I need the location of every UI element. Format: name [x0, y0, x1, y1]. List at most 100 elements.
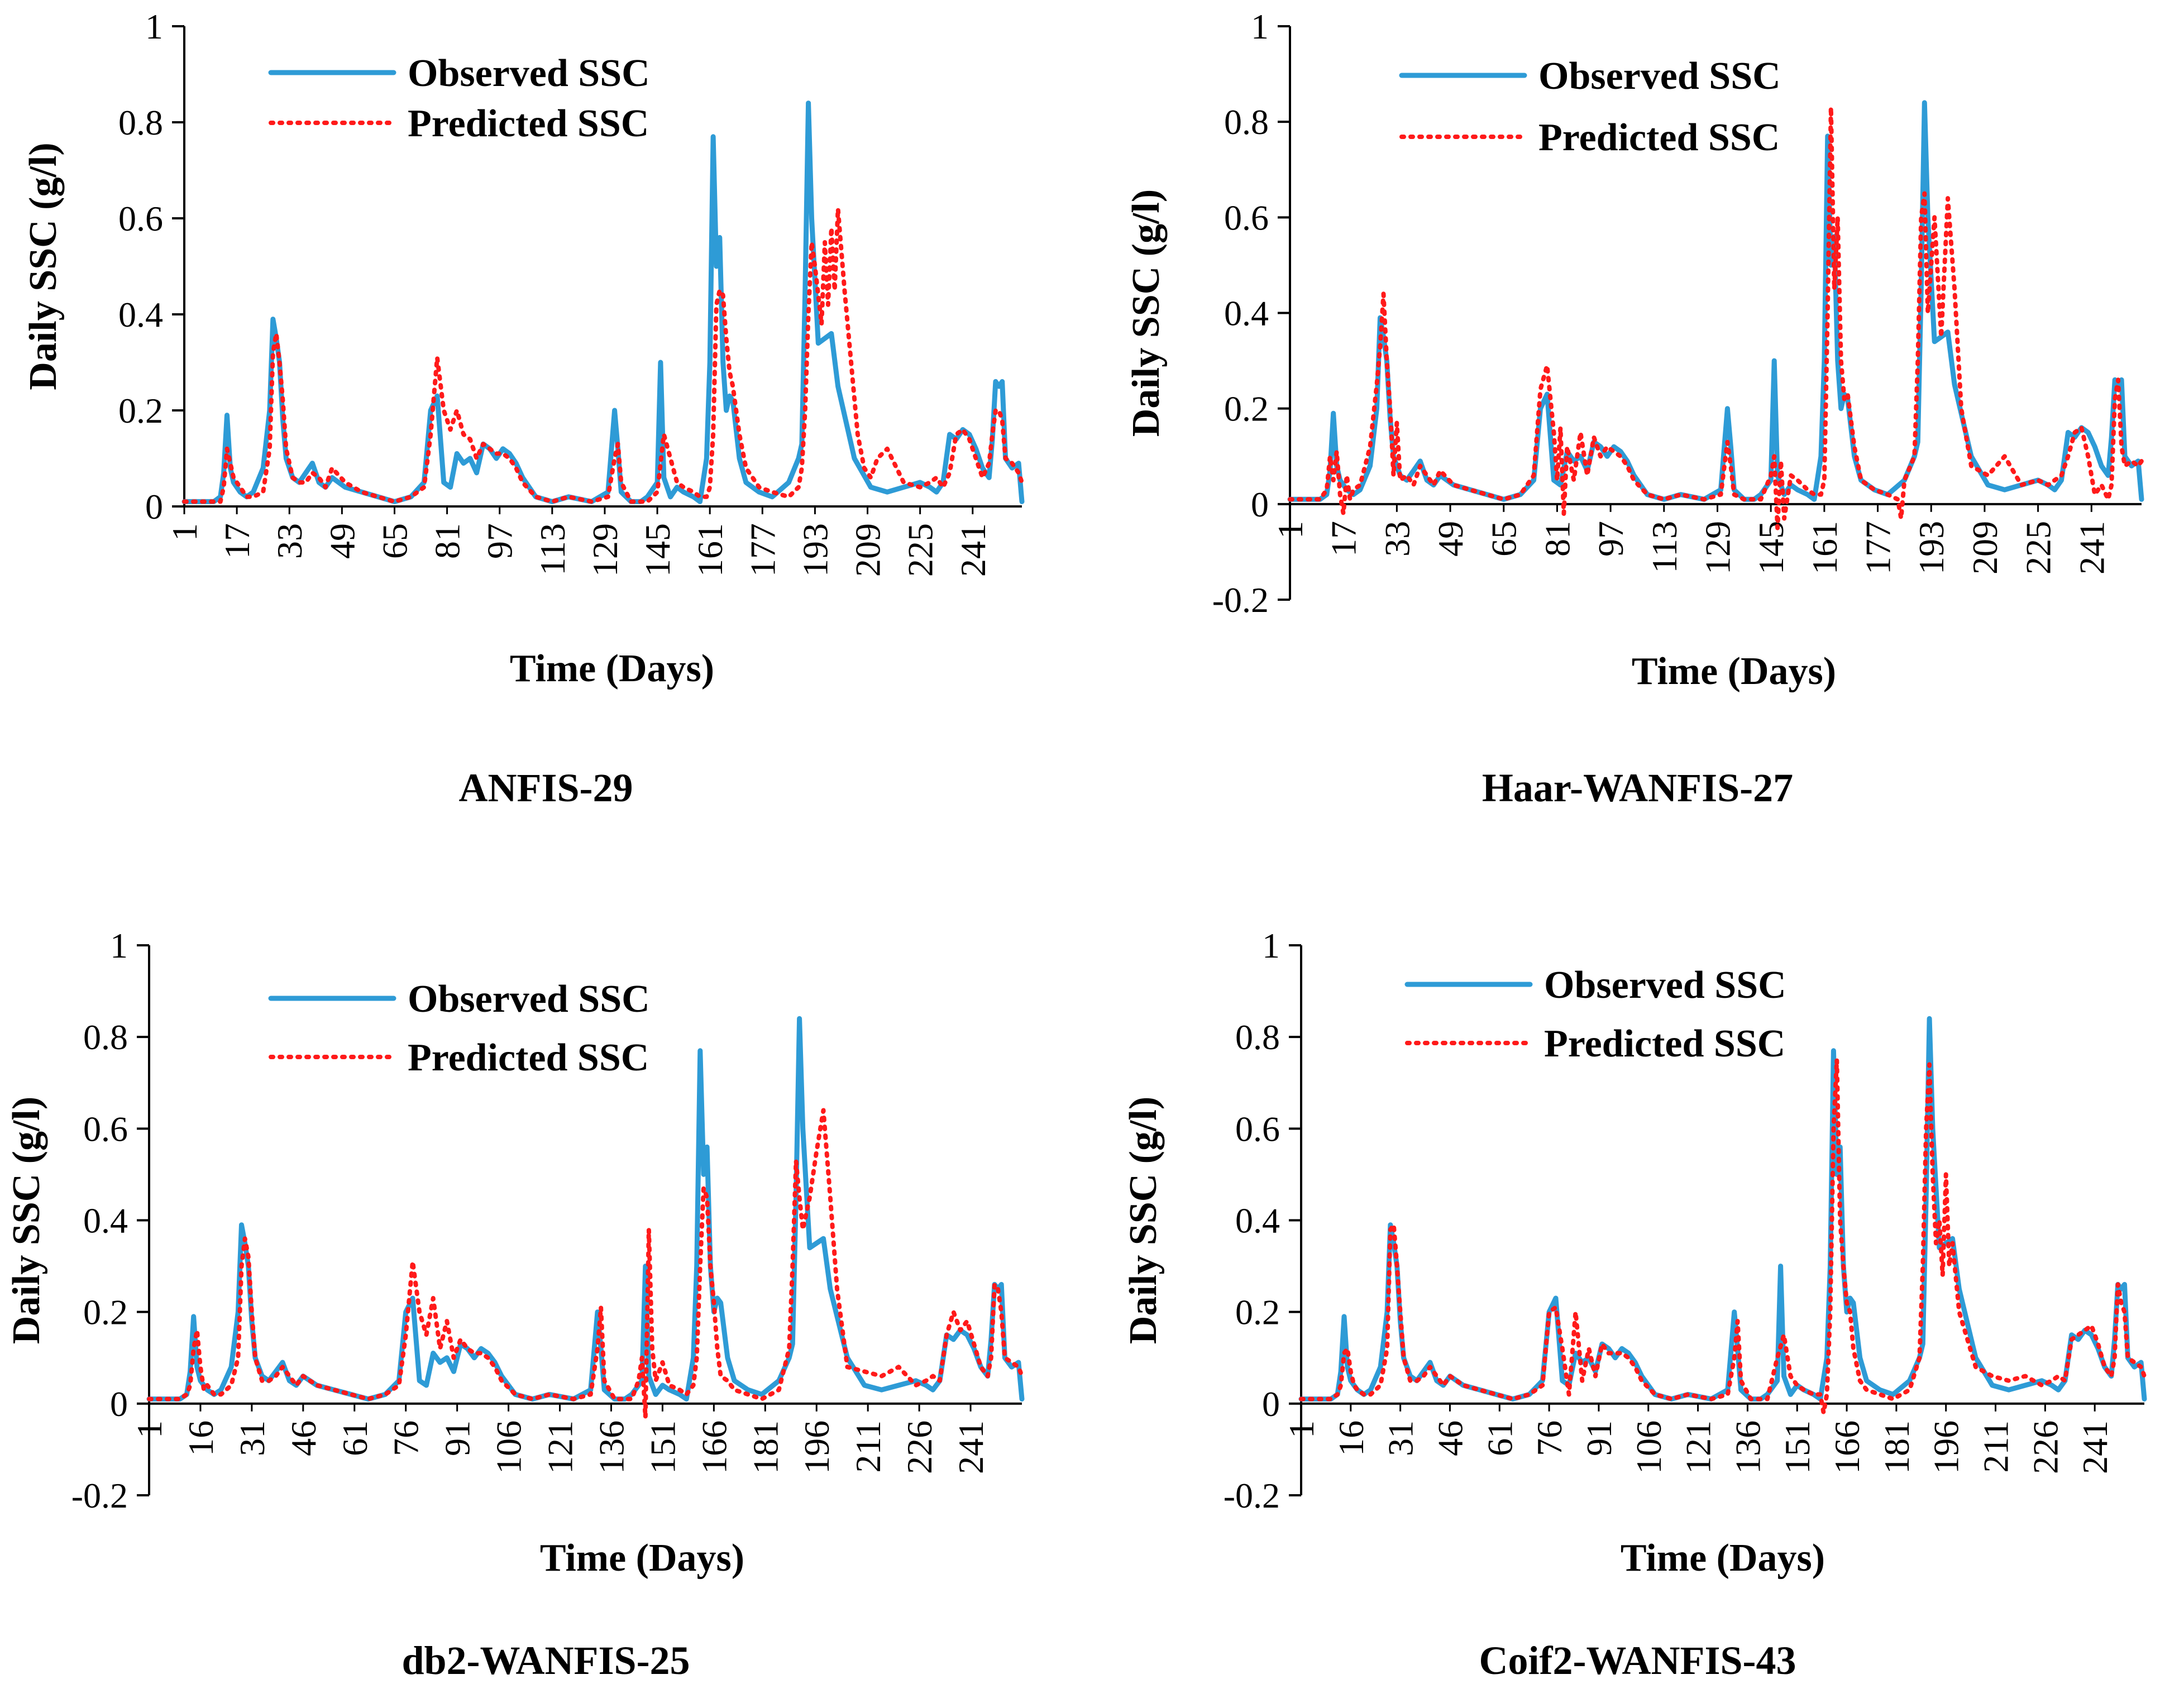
x-tick-label: 226	[900, 1420, 939, 1474]
x-tick-label: 181	[1877, 1420, 1917, 1474]
legend-label-observed: Observed SSC	[408, 978, 650, 1021]
x-tick-label: 49	[322, 523, 362, 559]
x-tick-label: 151	[1777, 1420, 1817, 1474]
x-tick-label: 1	[1282, 1420, 1321, 1438]
y-axis-title: Daily SSC (g/l)	[5, 1097, 48, 1344]
y-tick-label: 0.6	[1235, 1109, 1280, 1149]
x-tick-label: 65	[1484, 521, 1524, 557]
legend-label-observed: Observed SSC	[408, 52, 650, 95]
x-tick-label: 97	[480, 523, 520, 559]
x-tick-label: 193	[1911, 521, 1951, 575]
predicted-ssc-line	[147, 1108, 1024, 1420]
x-tick-label: 177	[1858, 521, 1898, 575]
y-tick-label: 0.4	[83, 1201, 128, 1241]
x-tick-label: 46	[1430, 1420, 1470, 1456]
y-tick-label: 1	[145, 7, 163, 46]
x-tick-label: 16	[1331, 1420, 1371, 1456]
x-tick-label: 121	[541, 1420, 580, 1474]
x-tick-label: 193	[795, 523, 835, 577]
chart-caption: db2-WANFIS-25	[402, 1638, 690, 1683]
x-tick-label: 241	[2072, 521, 2111, 575]
x-tick-label: 145	[1751, 521, 1791, 575]
x-tick-label: 113	[533, 523, 572, 576]
x-tick-label: 241	[2075, 1420, 2115, 1474]
y-tick-label: 0.8	[1224, 102, 1269, 142]
x-tick-label: 129	[1698, 521, 1737, 575]
x-tick-label: 225	[901, 523, 940, 577]
x-tick-label: 241	[953, 523, 993, 577]
y-tick-label: 0.2	[1235, 1293, 1280, 1332]
x-tick-label: 81	[428, 523, 467, 559]
x-tick-label: 46	[284, 1420, 323, 1456]
x-axis-title: Time (Days)	[540, 1537, 744, 1580]
chart-caption: ANFIS-29	[458, 766, 633, 810]
x-tick-label: 177	[743, 523, 782, 577]
legend-label-observed: Observed SSC	[1538, 55, 1781, 98]
x-tick-label: 31	[232, 1420, 272, 1456]
predicted-ssc-line	[1299, 1058, 2147, 1415]
x-tick-label: 17	[1324, 521, 1364, 557]
predicted-ssc-line	[182, 206, 1024, 504]
x-tick-label: 49	[1431, 521, 1470, 557]
x-tick-label: 161	[1805, 521, 1844, 575]
chart-panel-coif2-wanfis: -0.2 0 0.2 0.4 0.6 0.8 1 1 16 31 46 61 76 91 106 121 136…	[1092, 839, 2183, 1683]
x-tick-label: 196	[1927, 1420, 1966, 1474]
y-tick-label: 0.4	[1235, 1201, 1280, 1241]
y-axis-title: Daily SSC (g/l)	[1125, 189, 1168, 437]
x-tick-label: 211	[1976, 1420, 2016, 1473]
x-tick-label: 61	[1480, 1420, 1519, 1456]
x-axis-title: Time (Days)	[1621, 1537, 1825, 1580]
y-tick-label: 0.6	[83, 1109, 128, 1149]
y-tick-label: -0.2	[1224, 1476, 1280, 1515]
x-tick-label: 145	[638, 523, 677, 577]
x-tick-label: 91	[1579, 1420, 1619, 1456]
y-tick-label: -0.2	[1212, 580, 1269, 620]
x-tick-label: 81	[1537, 521, 1577, 557]
y-tick-label: 0.2	[118, 391, 163, 430]
y-axis-title: Daily SSC (g/l)	[1122, 1097, 1165, 1344]
y-tick-label: 0.4	[118, 295, 163, 334]
legend-label-predicted: Predicted SSC	[1544, 1022, 1785, 1065]
x-tick-label: 129	[585, 523, 625, 577]
x-tick-label: 16	[181, 1420, 221, 1456]
x-tick-label: 106	[1629, 1420, 1669, 1474]
x-tick-label: 226	[2025, 1420, 2065, 1474]
y-tick-label: 0.2	[1224, 389, 1269, 429]
y-tick-label: 0	[110, 1384, 128, 1424]
y-tick-label: 1	[1251, 7, 1269, 46]
x-tick-label: 33	[270, 523, 309, 559]
observed-ssc-line	[181, 101, 1025, 504]
x-tick-label: 211	[848, 1420, 888, 1473]
y-tick-label: -0.2	[71, 1476, 128, 1515]
chart-svg: 0 0.2 0.4 0.6 0.8 1 1 17 33 49 65 81 97 113 129 145 161 1…	[22, 7, 1025, 690]
x-axis-title: Time (Days)	[1632, 650, 1836, 693]
x-tick-label: 91	[438, 1420, 477, 1456]
y-tick-label: 0.8	[83, 1017, 128, 1057]
x-tick-label: 121	[1679, 1420, 1718, 1474]
x-tick-label: 31	[1381, 1420, 1421, 1456]
x-tick-label: 151	[643, 1420, 682, 1474]
y-tick-label: 0.6	[118, 199, 163, 238]
x-tick-label: 1	[165, 523, 204, 541]
x-tick-label: 113	[1645, 521, 1684, 573]
x-tick-label: 1	[130, 1420, 169, 1438]
observed-ssc-line	[1287, 100, 2144, 502]
y-tick-label: 0	[145, 487, 163, 527]
x-tick-label: 1	[1270, 521, 1310, 539]
y-tick-label: 0.6	[1224, 198, 1269, 237]
x-tick-label: 209	[848, 523, 888, 577]
x-tick-label: 65	[375, 523, 414, 559]
x-tick-label: 97	[1591, 521, 1631, 557]
y-tick-label: 1	[1262, 926, 1280, 965]
x-tick-label: 136	[1728, 1420, 1767, 1474]
legend-label-observed: Observed SSC	[1544, 964, 1786, 1007]
y-tick-label: 1	[110, 926, 128, 965]
x-tick-label: 61	[335, 1420, 375, 1456]
y-tick-label: 0.8	[118, 103, 163, 142]
y-tick-label: 0.4	[1224, 294, 1269, 333]
x-tick-label: 181	[745, 1420, 785, 1474]
chart-caption: Haar-WANFIS-27	[1482, 766, 1794, 810]
y-axis-title: Daily SSC (g/l)	[22, 142, 65, 390]
x-tick-label: 166	[694, 1420, 734, 1474]
chart-panel-haar-wanfis: -0.2 0 0.2 0.4 0.6 0.8 1 1 17 33 49 65 81 97 113 129 145…	[1092, 0, 2183, 839]
